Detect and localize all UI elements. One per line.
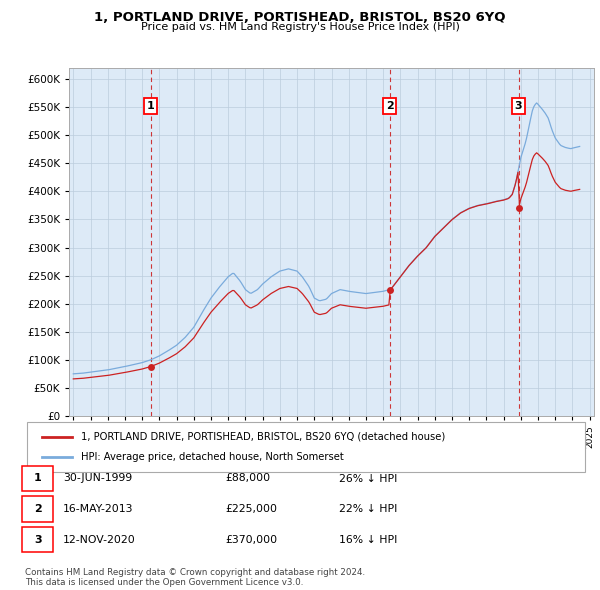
Text: £88,000: £88,000 xyxy=(225,474,270,483)
Text: 2: 2 xyxy=(386,101,394,111)
Text: 12-NOV-2020: 12-NOV-2020 xyxy=(63,535,136,545)
Text: £225,000: £225,000 xyxy=(225,504,277,514)
Text: Contains HM Land Registry data © Crown copyright and database right 2024.: Contains HM Land Registry data © Crown c… xyxy=(25,568,365,577)
Text: 16-MAY-2013: 16-MAY-2013 xyxy=(63,504,133,514)
Text: 22% ↓ HPI: 22% ↓ HPI xyxy=(339,504,397,514)
Text: This data is licensed under the Open Government Licence v3.0.: This data is licensed under the Open Gov… xyxy=(25,578,304,587)
Text: 16% ↓ HPI: 16% ↓ HPI xyxy=(339,535,397,545)
Text: HPI: Average price, detached house, North Somerset: HPI: Average price, detached house, Nort… xyxy=(81,452,344,462)
Text: 2: 2 xyxy=(34,504,41,514)
Text: 3: 3 xyxy=(34,535,41,545)
Text: 3: 3 xyxy=(515,101,523,111)
Text: £370,000: £370,000 xyxy=(225,535,277,545)
Text: 1, PORTLAND DRIVE, PORTISHEAD, BRISTOL, BS20 6YQ: 1, PORTLAND DRIVE, PORTISHEAD, BRISTOL, … xyxy=(94,11,506,24)
Text: 30-JUN-1999: 30-JUN-1999 xyxy=(63,474,132,483)
Text: 1: 1 xyxy=(34,474,41,483)
Text: Price paid vs. HM Land Registry's House Price Index (HPI): Price paid vs. HM Land Registry's House … xyxy=(140,22,460,32)
Text: 1, PORTLAND DRIVE, PORTISHEAD, BRISTOL, BS20 6YQ (detached house): 1, PORTLAND DRIVE, PORTISHEAD, BRISTOL, … xyxy=(81,432,445,442)
Text: 26% ↓ HPI: 26% ↓ HPI xyxy=(339,474,397,483)
Text: 1: 1 xyxy=(147,101,155,111)
